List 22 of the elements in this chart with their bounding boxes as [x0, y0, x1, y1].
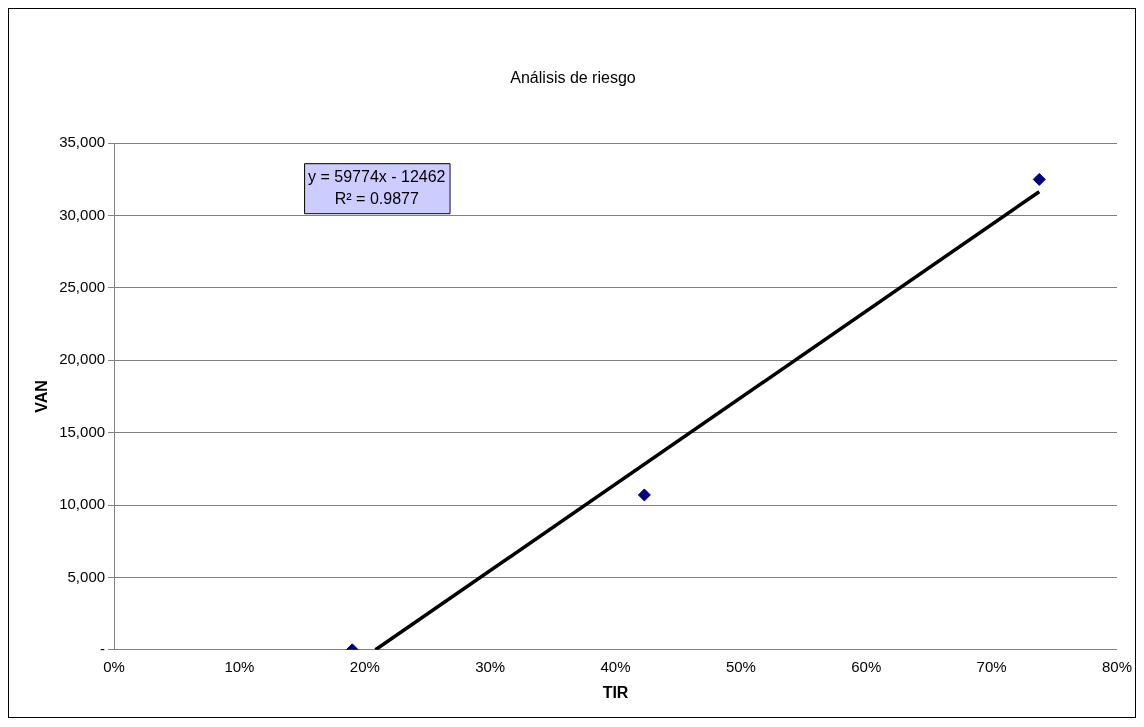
- chart-title: Análisis de riesgo: [510, 69, 636, 87]
- y-tick-label: 10,000: [59, 495, 106, 513]
- y-axis-title: VAN: [33, 380, 51, 413]
- x-tick-label: 40%: [600, 657, 631, 675]
- x-tick-label: 80%: [1101, 657, 1132, 675]
- y-tick-label: 30,000: [59, 205, 106, 223]
- x-tick-label: 10%: [224, 657, 255, 675]
- x-tick-label: 20%: [349, 657, 380, 675]
- y-tick-label: 20,000: [59, 350, 106, 368]
- y-tick-label: 35,000: [59, 133, 106, 151]
- x-tick-label: 60%: [851, 657, 882, 675]
- y-tick-label: 5,000: [67, 567, 106, 585]
- y-tick-label: 15,000: [59, 422, 106, 440]
- x-axis-title: TIR: [602, 683, 629, 701]
- x-tick-label: 70%: [976, 657, 1007, 675]
- x-tick-label: 50%: [725, 657, 756, 675]
- annotation: R² = 0.9877: [334, 189, 419, 207]
- annotation: y = 59774x - 12462: [308, 167, 446, 185]
- y-tick-label: 25,000: [59, 278, 106, 296]
- y-tick-label: -: [100, 639, 106, 657]
- x-tick-label: 0%: [103, 657, 125, 675]
- x-tick-label: 30%: [475, 657, 506, 675]
